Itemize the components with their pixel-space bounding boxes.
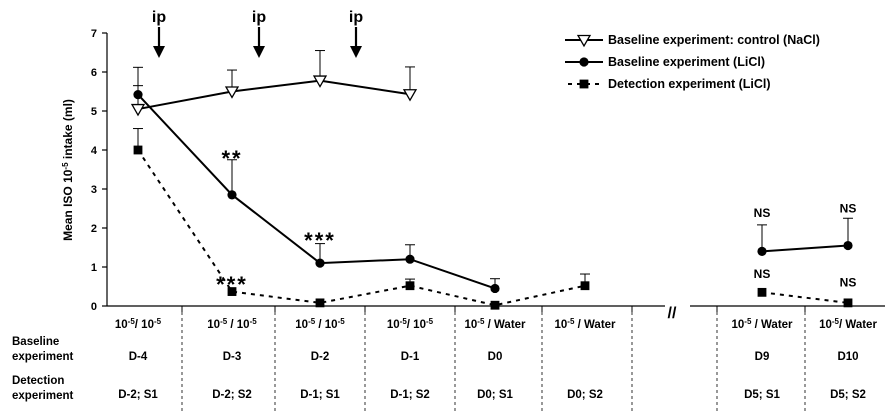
ip-arrow-head (253, 46, 265, 58)
data-point (843, 298, 853, 308)
detection-session-cell: D0; S1 (477, 389, 513, 401)
ip-label: ip (349, 9, 363, 26)
baseline-day-cell: D-3 (223, 351, 242, 363)
detection-session-cell: D5; S2 (830, 389, 866, 401)
ns-label: NS (840, 201, 857, 215)
ip-label: ip (252, 9, 266, 26)
detection-session-cell: D-2; S2 (212, 389, 252, 401)
y-tick-label: 2 (91, 223, 97, 235)
solution-cell: 10-5 / 10-5 (207, 317, 257, 332)
y-tick-label: 7 (91, 28, 97, 40)
legend-label: Detection experiment (LiCl) (608, 77, 771, 91)
data-point (405, 254, 415, 264)
solution-cell: 10-5/ 10-5 (387, 317, 434, 332)
row-label: Detection (12, 375, 64, 387)
significance-stars: *** (216, 272, 248, 297)
series-line (137, 149, 586, 307)
detection-session-cell: D0; S2 (567, 389, 603, 401)
legend-label: Baseline experiment: control (NaCl) (608, 33, 820, 47)
series-2 (133, 66, 853, 294)
y-tick-label: 5 (91, 106, 97, 118)
data-point (579, 57, 589, 67)
solution-cell: 10-5 / Water (731, 317, 793, 332)
data-point (757, 287, 767, 297)
row-label: experiment (12, 351, 74, 363)
series-layer (130, 50, 853, 310)
data-point (843, 240, 853, 251)
solution-cell: 10-5/ 10-5 (115, 317, 162, 332)
y-axis-label: Mean ISO 10-5 intake (ml) (61, 99, 76, 241)
y-tick-label: 3 (91, 184, 97, 196)
ip-arrow-head (153, 46, 165, 58)
row-label: Baseline (12, 336, 59, 348)
data-point (576, 34, 592, 48)
significance-stars: *** (304, 228, 336, 253)
solution-cell: 10-5/ Water (819, 317, 877, 332)
solution-cell: 10-5 / Water (554, 317, 616, 332)
baseline-day-cell: D-1 (401, 351, 420, 363)
axes: 0 1 2 3 4 5 6 7 // (91, 28, 885, 322)
detection-session-cell: D-1; S1 (300, 389, 340, 401)
ip-arrow-head (350, 46, 362, 58)
data-point (227, 190, 237, 200)
series-line (137, 79, 411, 111)
y-tick-label: 4 (91, 145, 98, 157)
series-1 (130, 50, 418, 117)
data-point (133, 90, 143, 100)
data-point (402, 89, 418, 102)
data-point (490, 283, 500, 294)
y-tick-label: 6 (91, 67, 97, 79)
data-point (227, 287, 237, 296)
data-point (315, 258, 325, 268)
ns-label: NS (754, 267, 771, 281)
data-point (133, 145, 143, 155)
solution-cell: 10-5 / Water (464, 317, 526, 332)
schedule-table: Baseline experiment Detection experiment 10-… (12, 312, 877, 412)
data-point (224, 86, 240, 99)
axis-break-mark: // (668, 305, 677, 322)
detection-session-cell: D5; S1 (744, 389, 780, 401)
y-tick-label: 0 (91, 301, 97, 313)
baseline-day-cell: D-4 (129, 351, 148, 363)
series-line (761, 244, 849, 253)
series-line (137, 93, 496, 290)
series-line (761, 291, 849, 304)
baseline-day-cell: D-2 (311, 351, 330, 363)
ns-label: NS (840, 276, 857, 290)
data-point (315, 298, 325, 308)
legend: Baseline experiment: control (NaCl) Basel… (565, 33, 820, 91)
series-3 (133, 128, 853, 310)
detection-session-cell: D-2; S1 (118, 389, 158, 401)
significance-stars: ** (221, 146, 242, 171)
data-point (580, 281, 590, 291)
y-axis-title: Mean ISO 10-5 intake (ml) (61, 99, 76, 241)
solution-cell: 10-5 / 10-5 (295, 317, 345, 332)
data-point (405, 281, 415, 291)
baseline-day-cell: D10 (837, 351, 858, 363)
data-point (757, 246, 767, 256)
ns-label: NS (754, 206, 771, 220)
ip-label: ip (152, 9, 166, 26)
y-tick-label: 1 (91, 262, 97, 274)
data-point (579, 79, 589, 89)
data-point (312, 75, 328, 88)
detection-session-cell: D-1; S2 (390, 389, 430, 401)
data-point (490, 300, 500, 310)
data-point (130, 103, 146, 117)
baseline-day-cell: D9 (755, 351, 770, 363)
row-label: experiment (12, 390, 74, 402)
legend-label: Baseline experiment (LiCl) (608, 55, 765, 69)
baseline-day-cell: D0 (488, 351, 503, 363)
